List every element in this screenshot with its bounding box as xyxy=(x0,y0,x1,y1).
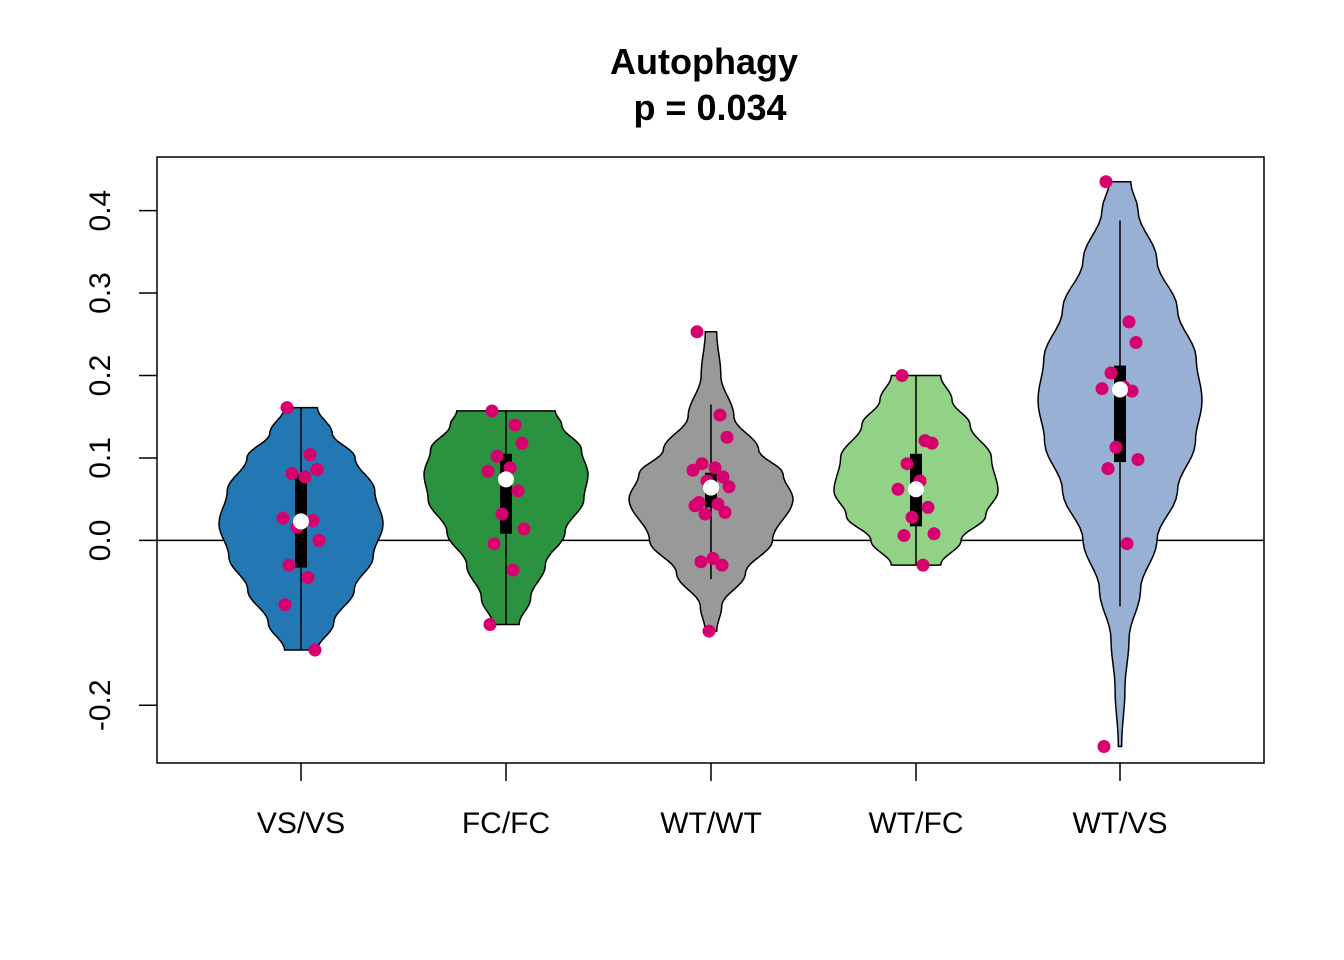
data-point xyxy=(1097,740,1111,754)
data-point xyxy=(1122,315,1136,329)
data-point xyxy=(900,457,914,471)
y-tick-label: 0.2 xyxy=(84,355,117,397)
data-point xyxy=(706,552,720,566)
data-point xyxy=(483,617,497,631)
data-point xyxy=(301,570,315,584)
data-point xyxy=(485,404,499,418)
data-point xyxy=(280,401,294,415)
data-point xyxy=(905,510,919,524)
violin-vs-vs xyxy=(218,401,384,657)
data-point xyxy=(276,511,290,525)
data-point xyxy=(1099,175,1113,189)
violin-wt-vs xyxy=(1037,175,1203,754)
data-point xyxy=(282,558,296,572)
data-point xyxy=(891,482,905,496)
data-point xyxy=(490,449,504,463)
data-point xyxy=(1120,537,1134,551)
data-point xyxy=(686,463,700,477)
data-point xyxy=(897,528,911,542)
data-point xyxy=(716,470,730,484)
x-tick-label: WT/VS xyxy=(1073,807,1168,840)
data-point xyxy=(1129,336,1143,350)
axes: VS/VS FC/FC WT/WT WT/FC WT/VS -0.2 0.0 0.1 0.2 0.… xyxy=(84,190,1168,840)
data-point xyxy=(1109,440,1123,454)
data-point xyxy=(916,558,930,572)
data-point xyxy=(306,514,320,528)
y-tick-label: 0.0 xyxy=(84,520,117,562)
data-point xyxy=(487,537,501,551)
data-point xyxy=(1104,366,1118,380)
data-point xyxy=(720,430,734,444)
x-tick-label: FC/FC xyxy=(462,807,550,840)
data-point xyxy=(722,480,736,494)
y-tick-label: -0.2 xyxy=(84,679,117,731)
data-point xyxy=(511,484,525,498)
data-point xyxy=(1101,462,1115,476)
violin-median xyxy=(1112,381,1128,398)
data-point xyxy=(708,461,722,475)
data-point xyxy=(1131,453,1145,467)
data-point xyxy=(303,448,317,462)
data-point xyxy=(895,368,909,382)
data-point xyxy=(927,527,941,541)
data-point xyxy=(694,555,708,569)
data-point xyxy=(312,533,326,547)
data-point xyxy=(698,507,712,521)
violin-wt-fc xyxy=(833,368,999,572)
data-point xyxy=(508,418,522,432)
chart-subtitle: p = 0.034 xyxy=(633,87,786,128)
y-tick-label: 0.1 xyxy=(84,437,117,479)
data-point xyxy=(702,624,716,638)
data-point xyxy=(695,457,709,471)
chart-title: Autophagy xyxy=(610,41,798,82)
data-point xyxy=(310,462,324,476)
data-point xyxy=(690,325,704,339)
data-point xyxy=(481,464,495,478)
data-point xyxy=(713,408,727,422)
data-point xyxy=(308,643,322,657)
data-point xyxy=(278,598,292,612)
data-point xyxy=(921,500,935,514)
data-point xyxy=(715,558,729,572)
violin-median xyxy=(703,479,719,496)
violin-median xyxy=(293,513,309,530)
data-point xyxy=(688,499,702,513)
violin-median xyxy=(908,481,924,498)
x-tick-label: WT/WT xyxy=(660,807,762,840)
violin-fc-fc xyxy=(423,404,589,631)
y-tick-label: 0.4 xyxy=(84,190,117,232)
data-point xyxy=(1095,382,1109,396)
data-point xyxy=(925,436,939,450)
y-tick-label: 0.3 xyxy=(84,272,117,314)
data-point xyxy=(285,467,299,481)
data-point xyxy=(506,563,520,577)
data-point xyxy=(1125,384,1139,398)
violin-wt-wt xyxy=(628,325,794,638)
violin-median xyxy=(498,471,514,488)
data-point xyxy=(515,436,529,450)
data-point xyxy=(495,507,509,521)
x-tick-label: WT/FC xyxy=(869,807,964,840)
data-point xyxy=(718,505,732,519)
data-point xyxy=(298,470,312,484)
x-tick-label: VS/VS xyxy=(257,807,345,840)
data-point xyxy=(517,522,531,536)
data-point xyxy=(503,461,517,475)
plot-area xyxy=(157,175,1264,754)
